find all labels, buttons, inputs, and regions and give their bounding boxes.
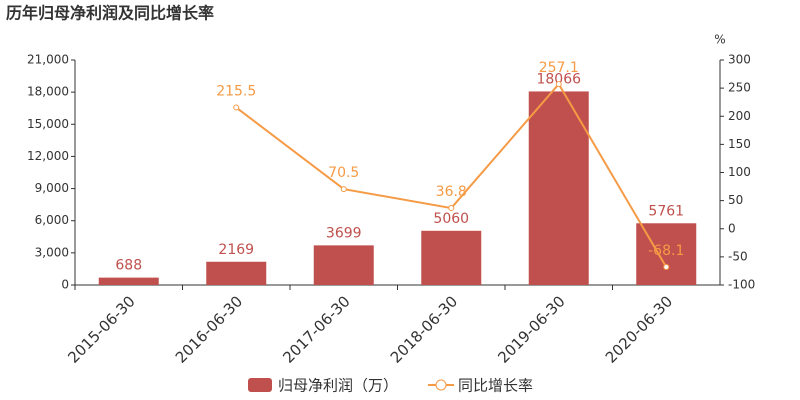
line-point (448, 205, 455, 212)
bar (206, 261, 267, 285)
y-tick-label: 18,000 (27, 85, 69, 99)
y2-tick-label: 50 (728, 193, 743, 207)
y2-tick-label: 100 (728, 165, 751, 179)
bar (98, 277, 159, 285)
legend-label: 归母净利润（万） (278, 377, 398, 395)
line-value-label: 257.1 (539, 60, 579, 76)
x-tick-label: 2017-06-30 (279, 292, 353, 366)
line-value-label: 215.5 (216, 84, 256, 100)
y-tick-label: 0 (61, 278, 69, 292)
legend-swatch-point (435, 379, 447, 391)
line-value-label: 36.8 (436, 184, 467, 200)
bar-value-label: 18066 (536, 71, 581, 87)
line-value-label: -68.1 (648, 243, 684, 259)
y2-tick-label: 200 (728, 109, 751, 123)
bar (313, 245, 374, 285)
x-tick-label: 2020-06-30 (602, 292, 676, 366)
legend-swatch (248, 378, 272, 392)
y2-tick-label: 300 (728, 53, 751, 67)
x-tick-label: 2015-06-30 (64, 292, 138, 366)
y-tick-label: 9,000 (35, 181, 69, 195)
y2-tick-label: -50 (728, 249, 748, 263)
y-tick-label: 12,000 (27, 149, 69, 163)
legend-label: 同比增长率 (458, 377, 533, 395)
y2-tick-label: 0 (728, 221, 736, 235)
y-tick-label: 6,000 (35, 213, 69, 227)
line-point (663, 264, 670, 271)
x-tick-label: 2018-06-30 (387, 292, 461, 366)
bar-value-label: 5060 (433, 211, 469, 227)
y2-axis-label: % (714, 33, 725, 47)
y-tick-label: 15,000 (27, 117, 69, 131)
line-point (233, 104, 240, 111)
chart-title: 历年归母净利润及同比增长率 (6, 4, 214, 23)
line-value-label: 70.5 (328, 165, 359, 181)
bar (528, 91, 589, 285)
y2-tick-label: 250 (728, 81, 751, 95)
bar-value-label: 3699 (326, 225, 362, 241)
line-point (340, 186, 347, 193)
bar-value-label: 5761 (648, 203, 684, 219)
bar-value-label: 2169 (218, 242, 254, 258)
y2-tick-label: -100 (728, 278, 755, 292)
x-tick-label: 2019-06-30 (494, 292, 568, 366)
y-tick-label: 3,000 (35, 245, 69, 259)
line-point (555, 81, 562, 88)
bar-value-label: 688 (115, 258, 142, 274)
x-tick-label: 2016-06-30 (172, 292, 246, 366)
bar (421, 230, 482, 285)
y2-tick-label: 150 (728, 137, 751, 151)
y-tick-label: 21,000 (27, 53, 69, 67)
